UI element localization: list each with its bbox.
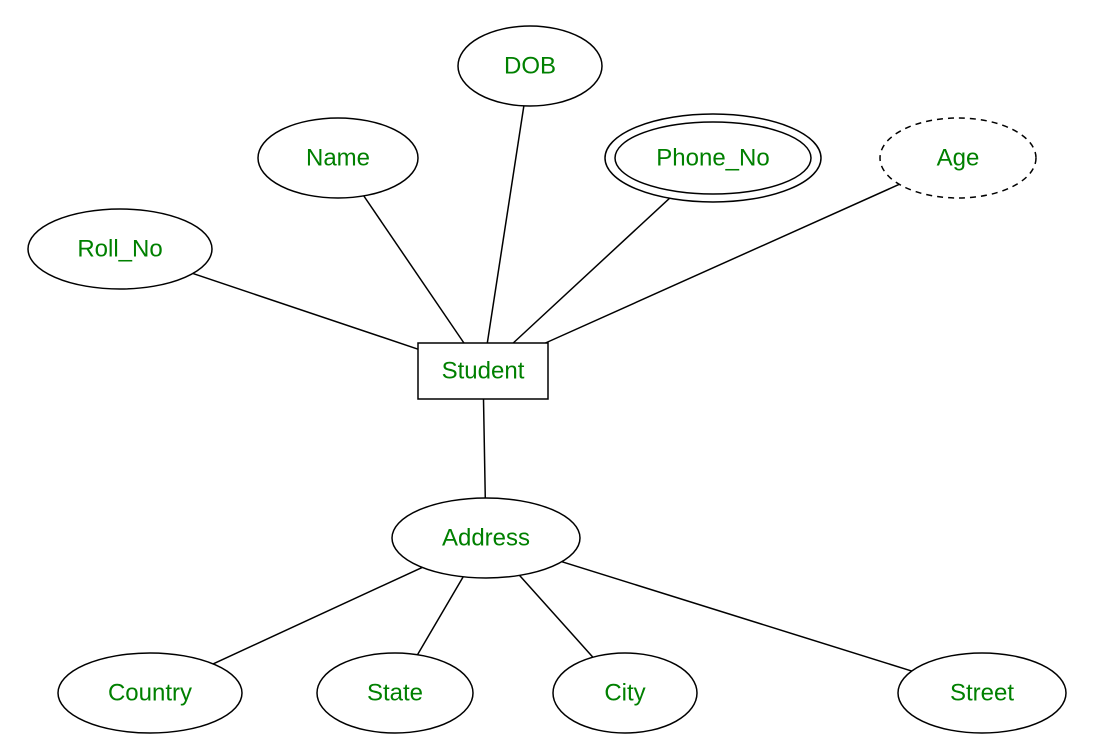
node-label: Street [950,679,1014,706]
node-label: City [604,679,645,706]
node-address: Address [392,498,580,578]
edge-student-phone_no [513,198,669,343]
node-label: Age [937,144,980,171]
edge-student-dob [487,106,524,343]
er-diagram: Student Roll_No Name DOB Phone_No Age Address C… [0,0,1112,753]
node-dob: DOB [458,26,602,106]
node-street: Street [898,653,1066,733]
node-country: Country [58,653,242,733]
node-label: Roll_No [77,235,162,262]
node-label: Student [442,357,525,384]
node-city: City [553,653,697,733]
edge-address-city [520,575,593,657]
node-phone_no: Phone_No [605,114,821,202]
node-label: DOB [504,52,556,79]
node-name: Name [258,118,418,198]
edge-address-country [213,567,422,663]
edge-student-address [484,399,486,498]
node-label: Name [306,144,370,171]
node-student: Student [418,343,548,399]
edge-student-roll_no [193,273,418,349]
node-label: Country [108,679,192,706]
node-label: Phone_No [656,144,769,171]
node-roll_no: Roll_No [28,209,212,289]
nodes-layer: Student Roll_No Name DOB Phone_No Age Address C… [28,26,1066,733]
node-state: State [317,653,473,733]
node-age: Age [880,118,1036,198]
edge-address-state [417,577,463,655]
edge-student-name [364,196,464,343]
node-label: Address [442,524,530,551]
node-label: State [367,679,423,706]
